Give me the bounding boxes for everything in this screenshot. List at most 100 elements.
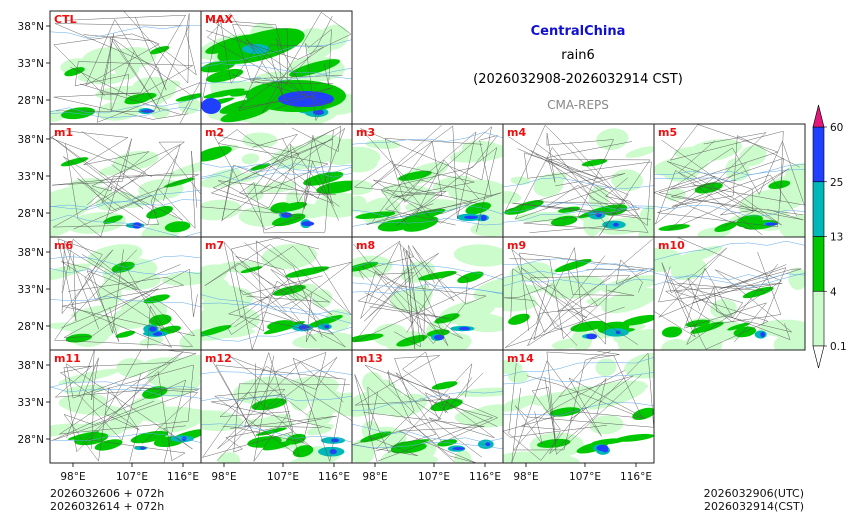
province-boundary xyxy=(70,61,194,99)
province-boundary xyxy=(672,132,800,207)
province-boundary xyxy=(654,247,787,338)
province-boundary xyxy=(65,350,197,450)
rain-torrential-area xyxy=(458,326,471,331)
panel-label: m6 xyxy=(54,239,73,252)
rain-light-area xyxy=(457,387,503,397)
rain-light-area xyxy=(670,258,707,281)
rain-moderate-area xyxy=(430,398,463,412)
colorbar-under-arrow xyxy=(812,345,825,369)
rain-light-area xyxy=(625,146,654,158)
map-panel-max xyxy=(201,11,352,124)
province-boundary xyxy=(201,135,333,221)
lon-label: 107°E xyxy=(569,471,601,483)
lat-label: 28°N xyxy=(18,208,44,220)
colorbar-level-label: 25 xyxy=(830,177,843,189)
lon-label: 116°E xyxy=(167,471,199,483)
panel-label: m1 xyxy=(54,126,73,139)
province-boundary xyxy=(677,269,792,333)
panel-label: m14 xyxy=(507,352,534,365)
rain-light-area xyxy=(788,267,805,290)
rain-moderate-area xyxy=(272,284,306,296)
valid-time-utc: 2026032906(UTC) xyxy=(703,487,804,500)
rain-light-area xyxy=(96,100,143,121)
lat-label: 33°N xyxy=(18,58,44,70)
province-boundary xyxy=(238,129,337,234)
rain-torrential-area xyxy=(760,331,766,338)
province-boundary xyxy=(546,132,632,222)
province-boundary xyxy=(53,19,167,105)
panel-label: CTL xyxy=(54,13,77,26)
rain-moderate-area xyxy=(206,68,244,83)
province-boundary xyxy=(353,141,443,223)
rain-moderate-area xyxy=(65,333,92,343)
river-line xyxy=(352,391,503,412)
variable-title: rain6 xyxy=(561,48,595,63)
init-time-cst: 2026032614 + 072h xyxy=(50,500,165,513)
valid-time-info: 2026032906(UTC) 2026032914(CST) xyxy=(688,487,804,513)
province-boundary xyxy=(669,263,778,350)
rain-moderate-area xyxy=(94,439,123,451)
rain-light-area xyxy=(50,263,91,282)
rain-torrential-area xyxy=(596,444,609,452)
province-boundary xyxy=(63,362,186,461)
rain-torrential-area xyxy=(765,222,778,226)
lon-label: 116°E xyxy=(469,471,501,483)
river-line xyxy=(503,401,654,416)
river-line xyxy=(201,294,352,324)
lon-label: 116°E xyxy=(318,471,350,483)
rain-light-area xyxy=(586,297,624,307)
map-panel-m9 xyxy=(503,237,654,350)
rain-torrential-area xyxy=(149,326,157,332)
rain-light-area xyxy=(596,128,629,151)
rain-light-area xyxy=(319,334,352,350)
province-boundary xyxy=(305,28,332,122)
province-boundary xyxy=(83,11,197,84)
province-boundary xyxy=(61,241,181,330)
lon-label: 98°E xyxy=(513,471,538,483)
lat-label: 38°N xyxy=(18,247,44,259)
valid-time-cst: 2026032914(CST) xyxy=(704,500,804,513)
province-boundary xyxy=(361,240,449,350)
rain-light-area xyxy=(674,146,730,162)
rain-moderate-area xyxy=(149,314,172,326)
rain-moderate-area xyxy=(581,158,608,167)
rain-moderate-area xyxy=(142,386,168,399)
panel-label: MAX xyxy=(205,13,233,26)
rain-torrential-area xyxy=(201,98,221,114)
province-boundary xyxy=(217,356,344,449)
rain-light-area xyxy=(77,71,123,85)
rain-moderate-area xyxy=(146,205,173,219)
river-line xyxy=(503,267,654,278)
rain-light-area xyxy=(551,338,584,350)
rain-moderate-area xyxy=(550,215,578,227)
province-boundary xyxy=(386,371,499,463)
province-boundary xyxy=(214,351,322,461)
rain-light-area xyxy=(510,176,531,185)
rain-moderate-area xyxy=(431,381,458,390)
panel-frame xyxy=(502,349,655,464)
rain-moderate-area xyxy=(742,286,774,299)
province-boundary xyxy=(677,237,791,346)
province-boundary xyxy=(357,253,450,322)
river-line xyxy=(654,169,805,176)
river-line xyxy=(201,395,352,402)
rain-moderate-area xyxy=(465,202,492,215)
rain-light-area xyxy=(81,47,129,73)
province-boundary xyxy=(238,44,333,111)
rain-light-area xyxy=(201,410,244,432)
panel-label: m12 xyxy=(205,352,232,365)
rain-light-area xyxy=(217,452,241,463)
lon-label: 98°E xyxy=(60,471,85,483)
panel-label: m7 xyxy=(205,239,224,252)
lat-label: 38°N xyxy=(18,21,44,33)
panel-frame xyxy=(653,236,806,351)
province-boundary xyxy=(514,352,654,445)
province-boundary xyxy=(366,179,482,226)
province-boundary xyxy=(510,238,653,341)
rain-moderate-area xyxy=(292,445,314,458)
rain-torrential-area xyxy=(434,334,445,340)
panel-label: m2 xyxy=(205,126,224,139)
rain-moderate-area xyxy=(201,60,235,73)
river-line xyxy=(352,132,503,145)
river-line xyxy=(654,272,805,289)
